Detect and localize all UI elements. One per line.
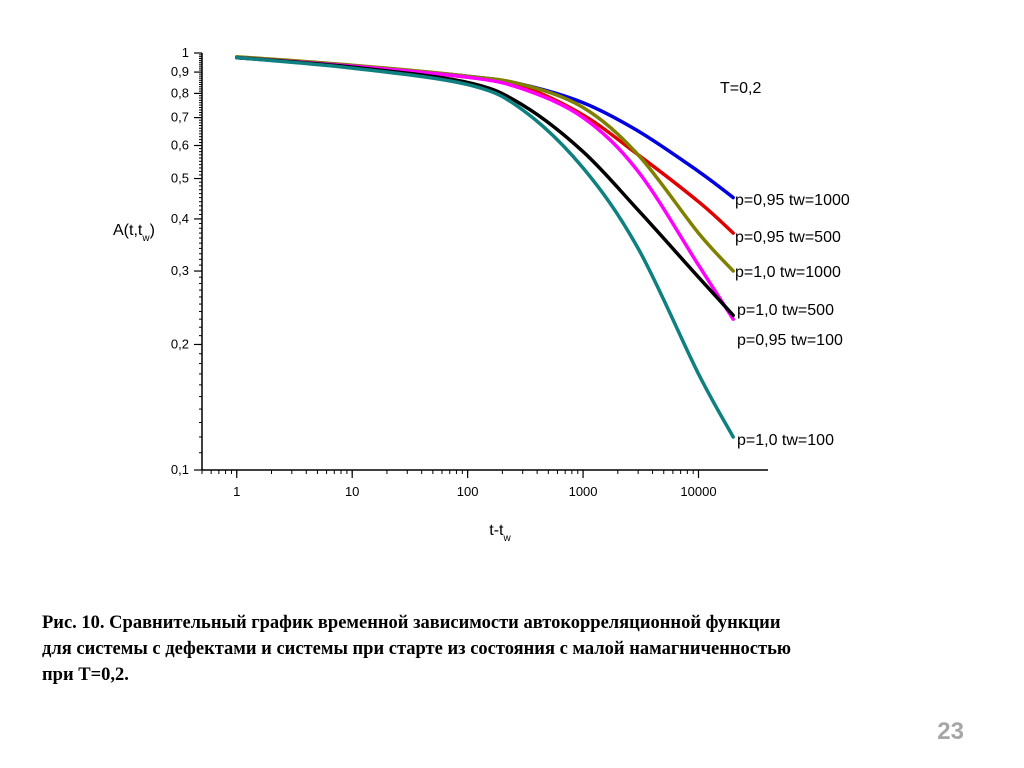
series-label-6: p=1,0 tw=100: [737, 432, 834, 449]
chart-axes: 1 10 100 1000 10000 1 0,9 0,8 0,7 0,6 0,5 0,4 0,3 0,2…: [171, 45, 768, 499]
x-tick-label: 1: [233, 484, 240, 499]
temperature-annotation: T=0,2: [720, 80, 761, 97]
x-tick-label: 1000: [569, 484, 598, 499]
series-label-2: p=0,95 tw=500: [735, 229, 841, 246]
slide-number: 23: [937, 718, 964, 745]
series-layer: [235, 54, 735, 439]
y-axis-title-sub: w: [141, 233, 150, 244]
y-axis-title: A(t,tw): [113, 222, 155, 244]
y-tick-label: 0,5: [171, 171, 189, 186]
y-axis-title-close: ): [150, 222, 155, 239]
series-line-6: [235, 55, 735, 439]
series-label-5: p=0,95 tw=100: [737, 332, 843, 349]
caption-line-3: при Т=0,2.: [42, 665, 129, 685]
x-tick-label: 100: [457, 484, 479, 499]
series-label-3: p=1,0 tw=1000: [735, 264, 841, 281]
y-tick-label: 0,8: [171, 85, 189, 100]
y-tick-label: 0,4: [171, 211, 189, 226]
x-tick-label: 10000: [680, 484, 716, 499]
x-tick-label: 10: [345, 484, 359, 499]
autocorrelation-chart: 1 10 100 1000 10000 1 0,9 0,8 0,7 0,6 0,5 0,4 0,3 0,2…: [113, 45, 850, 544]
y-tick-label: 0,7: [171, 110, 189, 125]
y-tick-label: 0,2: [171, 336, 189, 351]
series-line-4: [235, 55, 735, 321]
y-axis-title-main: A(t,t: [113, 222, 143, 239]
y-tick-label: 0,1: [171, 462, 189, 477]
series-labels: p=0,95 tw=1000 p=0,95 tw=500 p=1,0 tw=1000…: [735, 192, 850, 449]
x-axis-title-sub: w: [502, 533, 511, 544]
caption-line-1: Рис. 10. Сравнительный график временной …: [42, 613, 781, 633]
y-tick-label: 1: [182, 45, 189, 60]
series-label-4: p=1,0 tw=500: [737, 302, 834, 319]
x-axis-title: t-tw: [489, 522, 511, 544]
series-label-1: p=0,95 tw=1000: [735, 192, 850, 209]
y-tick-label: 0,3: [171, 263, 189, 278]
y-tick-label: 0,9: [171, 64, 189, 79]
figure-caption: Рис. 10. Сравнительный график временной …: [42, 610, 982, 688]
caption-line-2: для системы с дефектами и системы при ст…: [42, 639, 791, 659]
series-line-5: [235, 55, 735, 318]
y-tick-label: 0,6: [171, 138, 189, 153]
x-axis-title-main: t-t: [489, 522, 504, 539]
